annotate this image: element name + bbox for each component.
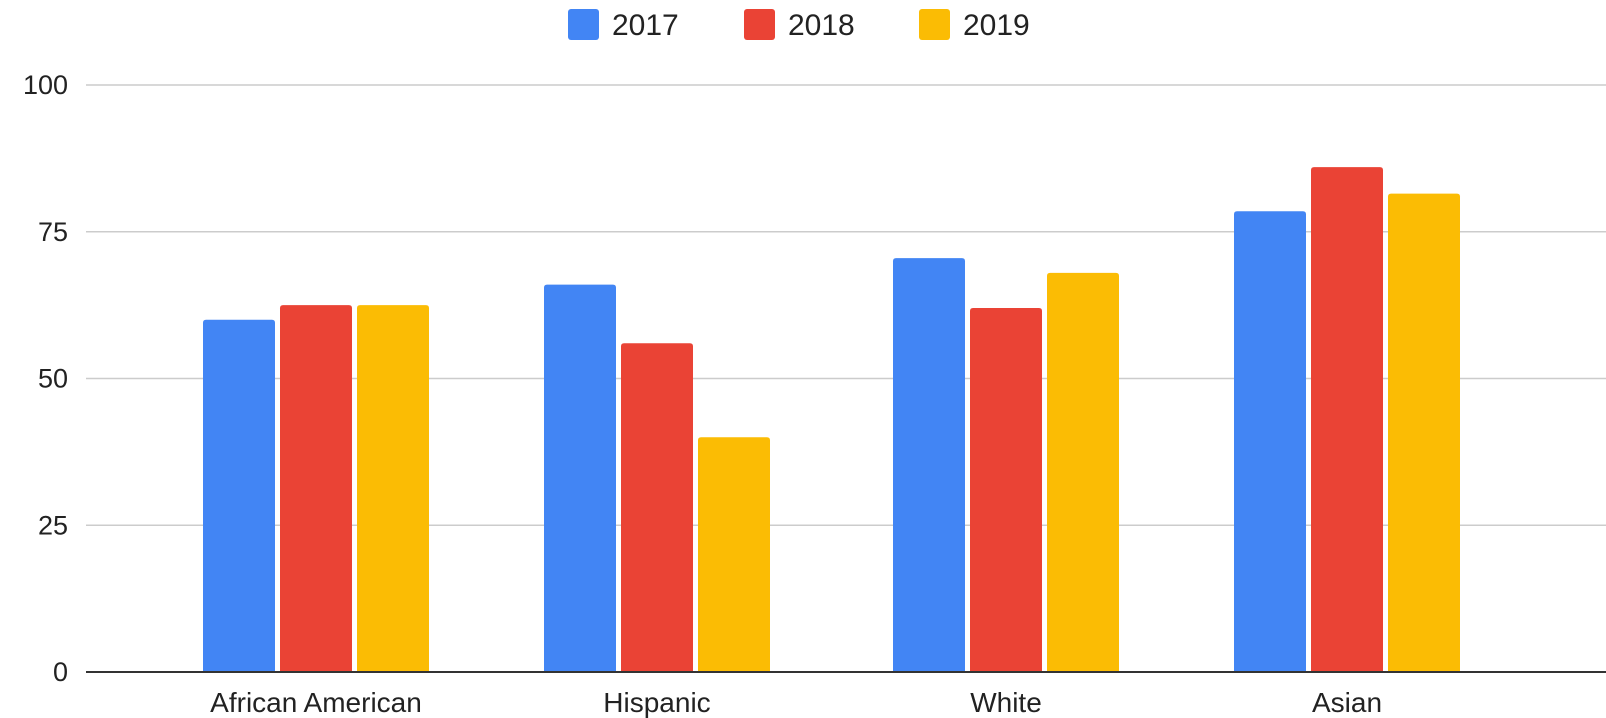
y-tick-label: 75 [38, 217, 68, 247]
bar-hispanic-2018 [621, 343, 693, 672]
legend: 2017 2018 2019 [568, 9, 1030, 42]
legend-label-2017: 2017 [612, 9, 679, 42]
bar-african-american-2019 [357, 305, 429, 672]
bar-african-american-2018 [280, 305, 352, 672]
y-tick-label: 25 [38, 510, 68, 540]
bars [203, 167, 1460, 672]
legend-label-2018: 2018 [788, 9, 855, 42]
bar-white-2018 [970, 308, 1042, 672]
legend-swatch-2018 [744, 9, 775, 40]
x-category-label: Hispanic [603, 687, 710, 718]
legend-swatch-2019 [919, 9, 950, 40]
y-axis-ticks: 0 25 50 75 100 [23, 70, 68, 687]
x-axis-categories: African American Hispanic White Asian [210, 687, 1382, 718]
bar-white-2017 [893, 258, 965, 672]
x-category-label: Asian [1312, 687, 1382, 718]
bar-asian-2018 [1311, 167, 1383, 672]
x-category-label: White [970, 687, 1042, 718]
legend-swatch-2017 [568, 9, 599, 40]
legend-label-2019: 2019 [963, 9, 1030, 42]
bar-white-2019 [1047, 272, 1119, 672]
bar-asian-2017 [1234, 211, 1306, 672]
bar-hispanic-2017 [544, 284, 616, 672]
y-tick-label: 0 [53, 657, 68, 687]
bar-hispanic-2019 [698, 437, 770, 672]
y-tick-label: 50 [38, 364, 68, 394]
bar-asian-2019 [1388, 193, 1460, 672]
x-category-label: African American [210, 687, 422, 718]
bar-african-american-2017 [203, 319, 275, 672]
y-tick-label: 100 [23, 70, 68, 100]
